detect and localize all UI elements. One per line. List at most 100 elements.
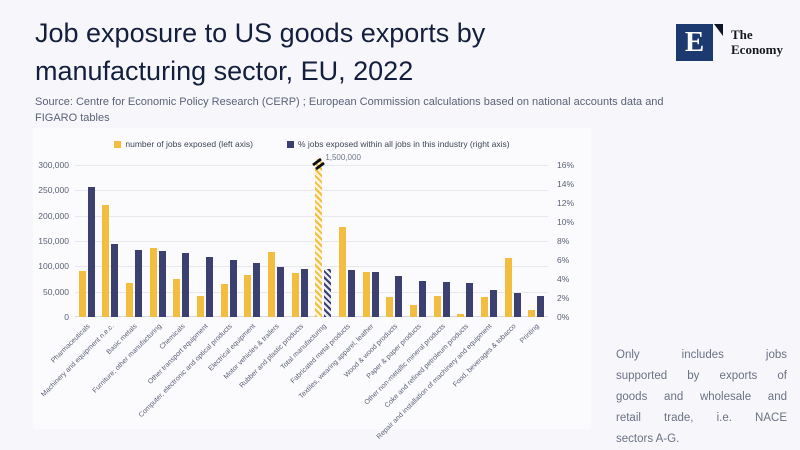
jobs-bar	[78, 271, 86, 317]
bar-group	[501, 165, 525, 317]
footnote-line: retail trade, i.e. NACE	[616, 412, 787, 424]
jobs-bar	[197, 296, 205, 317]
pct-bar	[537, 296, 545, 317]
jobs-bar	[433, 295, 441, 317]
x-axis-label: Printing	[519, 323, 542, 345]
x-axis-line	[75, 316, 548, 317]
legend-jobs-swatch-icon	[114, 140, 122, 148]
gridline	[75, 266, 548, 268]
y-axis-label-right: 4%	[557, 274, 570, 284]
x-axis-labels: Pharmaceuticals Machinery and equipment n…	[40, 320, 548, 441]
bar-value-annotation: 1,500,000	[325, 153, 361, 162]
legend-pct-swatch-icon	[286, 140, 294, 148]
pct-bar	[111, 243, 119, 317]
footnote-line: goods and wholesale and	[616, 391, 787, 403]
page-title: Job exposure to US goods exports by manu…	[35, 14, 675, 90]
jobs-bar	[102, 204, 110, 317]
gridline	[75, 241, 548, 242]
plot-area: 0 50,000 100,000 150,000 200,000 250,000 300,0…	[38, 153, 574, 322]
page-title-line1: Job exposure to US goods exports by	[35, 18, 486, 48]
pct-bar	[253, 262, 261, 317]
pct-bar	[347, 269, 355, 317]
legend-item-pct: % jobs exposed within all jobs in this i…	[286, 139, 510, 149]
jobs-bar	[312, 157, 326, 317]
jobs-bar	[244, 274, 252, 317]
y-axis-label-right: 0%	[557, 312, 570, 322]
gridline	[75, 291, 548, 293]
bar-group	[146, 165, 170, 317]
pct-bar	[87, 186, 95, 317]
jobs-bar	[149, 248, 157, 317]
pct-bar	[442, 281, 450, 317]
logo-quote-icon	[714, 24, 724, 37]
pct-bar	[371, 272, 379, 317]
pct-bar	[395, 276, 403, 317]
bar-group	[217, 165, 241, 317]
y-axis-label-left: 100,000	[38, 261, 69, 272]
jobs-bar	[126, 283, 134, 317]
logo-monogram: E	[676, 24, 713, 61]
bar-group	[288, 165, 312, 317]
bar-group	[241, 165, 265, 317]
bar-group	[264, 165, 288, 317]
jobs-bar	[386, 296, 394, 317]
logo-wordmark-line2: Economy	[731, 42, 783, 57]
legend-pct-label: % jobs exposed within all jobs in this i…	[297, 139, 510, 149]
y-axis-label-right: 16%	[557, 160, 575, 170]
bar-group	[312, 157, 336, 317]
footnote-line: Only includes jobs	[616, 349, 787, 361]
footnote: Only includes jobs supported by exports o…	[616, 345, 787, 450]
bar-group	[122, 165, 146, 317]
bar-group	[75, 165, 99, 317]
pct-bar	[489, 290, 497, 317]
bar-group	[170, 165, 194, 317]
y-axis-label-left: 0	[64, 312, 69, 322]
axis-break-icon	[312, 157, 326, 171]
logo-wordmark: The Economy	[731, 27, 783, 57]
y-axis-label-left: 50,000	[43, 286, 69, 297]
bar-group	[382, 165, 406, 317]
bar-group	[477, 165, 501, 317]
source-caption-line1: Source: Centre for Economic Policy Resea…	[35, 96, 664, 108]
y-axis-label-left: 200,000	[38, 210, 69, 221]
bar-group	[193, 165, 217, 317]
the-economy-logo: E The Economy	[676, 24, 783, 61]
chart: number of jobs exposed (left axis) % job…	[33, 128, 591, 441]
pct-bar	[182, 253, 190, 317]
y-axis-label-left: 300,000	[38, 160, 69, 170]
jobs-bar	[480, 297, 488, 317]
pct-bar	[466, 282, 474, 317]
pct-bar	[277, 266, 284, 317]
jobs-bar	[409, 304, 417, 317]
x-axis-label: Pharmaceuticals	[50, 323, 92, 365]
jobs-bar	[268, 252, 275, 317]
y-axis-label-right: 6%	[557, 255, 570, 265]
pct-bar	[158, 251, 166, 317]
y-axis-label-right: 12%	[557, 198, 575, 208]
pct-bar	[135, 249, 143, 317]
jobs-bar	[291, 273, 299, 317]
pct-bar	[229, 260, 237, 317]
y-axis-label-right: 10%	[557, 217, 575, 227]
legend-item-jobs: number of jobs exposed (left axis)	[114, 139, 253, 149]
source-caption-line2: FIGARO tables	[35, 112, 110, 124]
footnote-line: sectors A-G.	[616, 433, 680, 445]
jobs-bar	[504, 258, 512, 317]
pct-bar	[206, 257, 214, 317]
jobs-bar	[457, 313, 465, 317]
jobs-bar	[528, 310, 536, 317]
pct-bar	[418, 280, 426, 317]
page-title-line2: manufacturing sector, EU, 2022	[35, 56, 414, 86]
x-axis-label: Repair and installation of machinery and…	[376, 323, 494, 441]
y-axis-label-right: 14%	[557, 179, 575, 189]
pct-bar	[300, 268, 308, 317]
footnote-line: supported by exports of	[616, 370, 787, 382]
bar-group	[359, 165, 383, 317]
gridline	[75, 190, 548, 192]
bar-group	[430, 165, 454, 317]
bar-group	[453, 165, 477, 317]
logo-wordmark-line1: The	[731, 27, 753, 42]
gridline	[75, 165, 548, 166]
pct-bar	[324, 268, 332, 317]
